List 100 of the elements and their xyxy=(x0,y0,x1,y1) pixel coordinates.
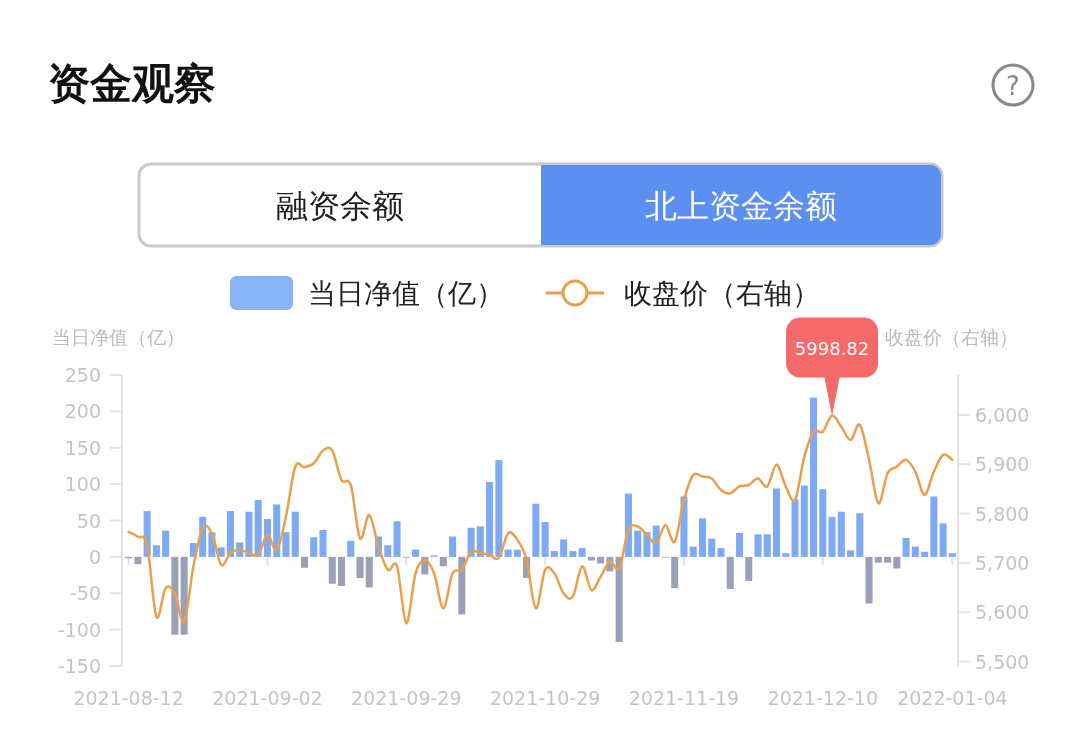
bar xyxy=(532,503,540,557)
bar xyxy=(365,556,373,588)
bar xyxy=(226,511,234,557)
bar xyxy=(837,511,845,557)
x-tick-label: 2021-09-02 xyxy=(212,687,323,709)
bar xyxy=(587,556,595,561)
bar xyxy=(393,521,401,557)
bar xyxy=(735,532,744,557)
bar xyxy=(134,556,142,565)
bar xyxy=(458,556,466,615)
bar xyxy=(847,550,855,557)
text: 融资余额 xyxy=(276,187,404,225)
bar xyxy=(921,551,929,557)
bar xyxy=(152,545,160,557)
y2-tick-label: 5,600 xyxy=(975,601,1030,624)
bar xyxy=(819,489,827,557)
bar xyxy=(476,526,484,557)
legend-label: 当日净值（亿） xyxy=(308,277,504,310)
bar xyxy=(162,530,170,557)
bar xyxy=(569,551,577,557)
bar xyxy=(773,488,781,557)
y2-tick-label: 5,500 xyxy=(975,650,1030,673)
y-tick-label: 0 xyxy=(88,545,101,568)
bar xyxy=(495,460,503,557)
bar xyxy=(300,556,308,568)
bar xyxy=(828,516,836,557)
line-series xyxy=(127,414,954,625)
bar xyxy=(689,546,697,557)
bar xyxy=(319,529,327,557)
bar xyxy=(449,536,457,557)
bar xyxy=(939,523,947,557)
bar xyxy=(717,548,725,557)
bar xyxy=(337,556,346,586)
bar xyxy=(745,556,753,581)
bar xyxy=(634,530,642,557)
bar xyxy=(893,556,901,569)
bar xyxy=(291,511,299,557)
y-tick-label: -100 xyxy=(57,618,101,641)
y2-tick-label: 5,700 xyxy=(975,551,1030,574)
y-tick-label: -150 xyxy=(57,655,101,677)
bar xyxy=(356,556,364,578)
y-tick-label: 250 xyxy=(64,364,101,386)
bar xyxy=(930,496,938,557)
chart-title: 资金观察 xyxy=(48,59,216,108)
y-tick-label: 150 xyxy=(64,436,101,459)
bar xyxy=(560,539,568,557)
bar xyxy=(328,556,336,584)
bar xyxy=(698,518,706,557)
bar xyxy=(782,553,790,557)
bar xyxy=(865,556,873,604)
x-tick-label: 2021-12-10 xyxy=(767,687,879,709)
bar xyxy=(726,556,734,589)
bar xyxy=(439,556,447,567)
text: 5998.82 xyxy=(794,337,870,359)
bar xyxy=(800,485,808,557)
bar xyxy=(171,556,179,635)
bar xyxy=(347,540,355,557)
y-tick-label: 50 xyxy=(76,509,101,532)
bar xyxy=(791,499,799,557)
bar xyxy=(902,537,910,557)
bar xyxy=(578,548,586,557)
x-tick-label: 2021-08-12 xyxy=(73,687,184,709)
bar xyxy=(541,521,549,557)
bar xyxy=(254,500,262,557)
bar xyxy=(412,549,420,557)
bar xyxy=(754,534,762,557)
bar xyxy=(282,532,290,557)
y2-tick-label: 5,800 xyxy=(975,502,1030,525)
bar xyxy=(513,549,521,557)
y-tick-label: 200 xyxy=(64,400,101,423)
bar xyxy=(671,556,679,589)
bar xyxy=(884,556,892,563)
text: ? xyxy=(1006,71,1020,101)
bar xyxy=(763,534,771,557)
bar xyxy=(810,397,818,557)
bar xyxy=(384,545,392,557)
bar xyxy=(504,549,512,557)
y-axis-title: 当日净值（亿） xyxy=(52,326,185,348)
bar xyxy=(911,546,919,557)
y2-axis-title: 收盘价（右轴） xyxy=(885,326,1018,348)
bar xyxy=(948,553,956,557)
bar xyxy=(597,556,605,564)
x-tick-label: 2021-09-29 xyxy=(351,687,462,709)
bar xyxy=(874,556,882,563)
bar xyxy=(615,556,623,642)
y2-tick-label: 6,000 xyxy=(975,403,1030,426)
bar xyxy=(217,547,225,557)
bar xyxy=(856,513,864,557)
y-tick-label: -50 xyxy=(69,582,101,605)
x-tick-label: 2021-11-19 xyxy=(628,687,740,709)
text: 北上资金余额 xyxy=(645,187,837,225)
bar xyxy=(550,551,558,557)
x-tick-label: 2022-01-04 xyxy=(897,687,1008,709)
bar xyxy=(708,538,716,557)
bar xyxy=(486,481,494,557)
x-tick-label: 2021-10-29 xyxy=(489,687,601,709)
y2-tick-label: 5,900 xyxy=(975,453,1030,476)
bar xyxy=(310,537,318,557)
y-tick-label: 100 xyxy=(64,473,101,496)
legend-label: 收盘价（右轴） xyxy=(624,277,820,310)
